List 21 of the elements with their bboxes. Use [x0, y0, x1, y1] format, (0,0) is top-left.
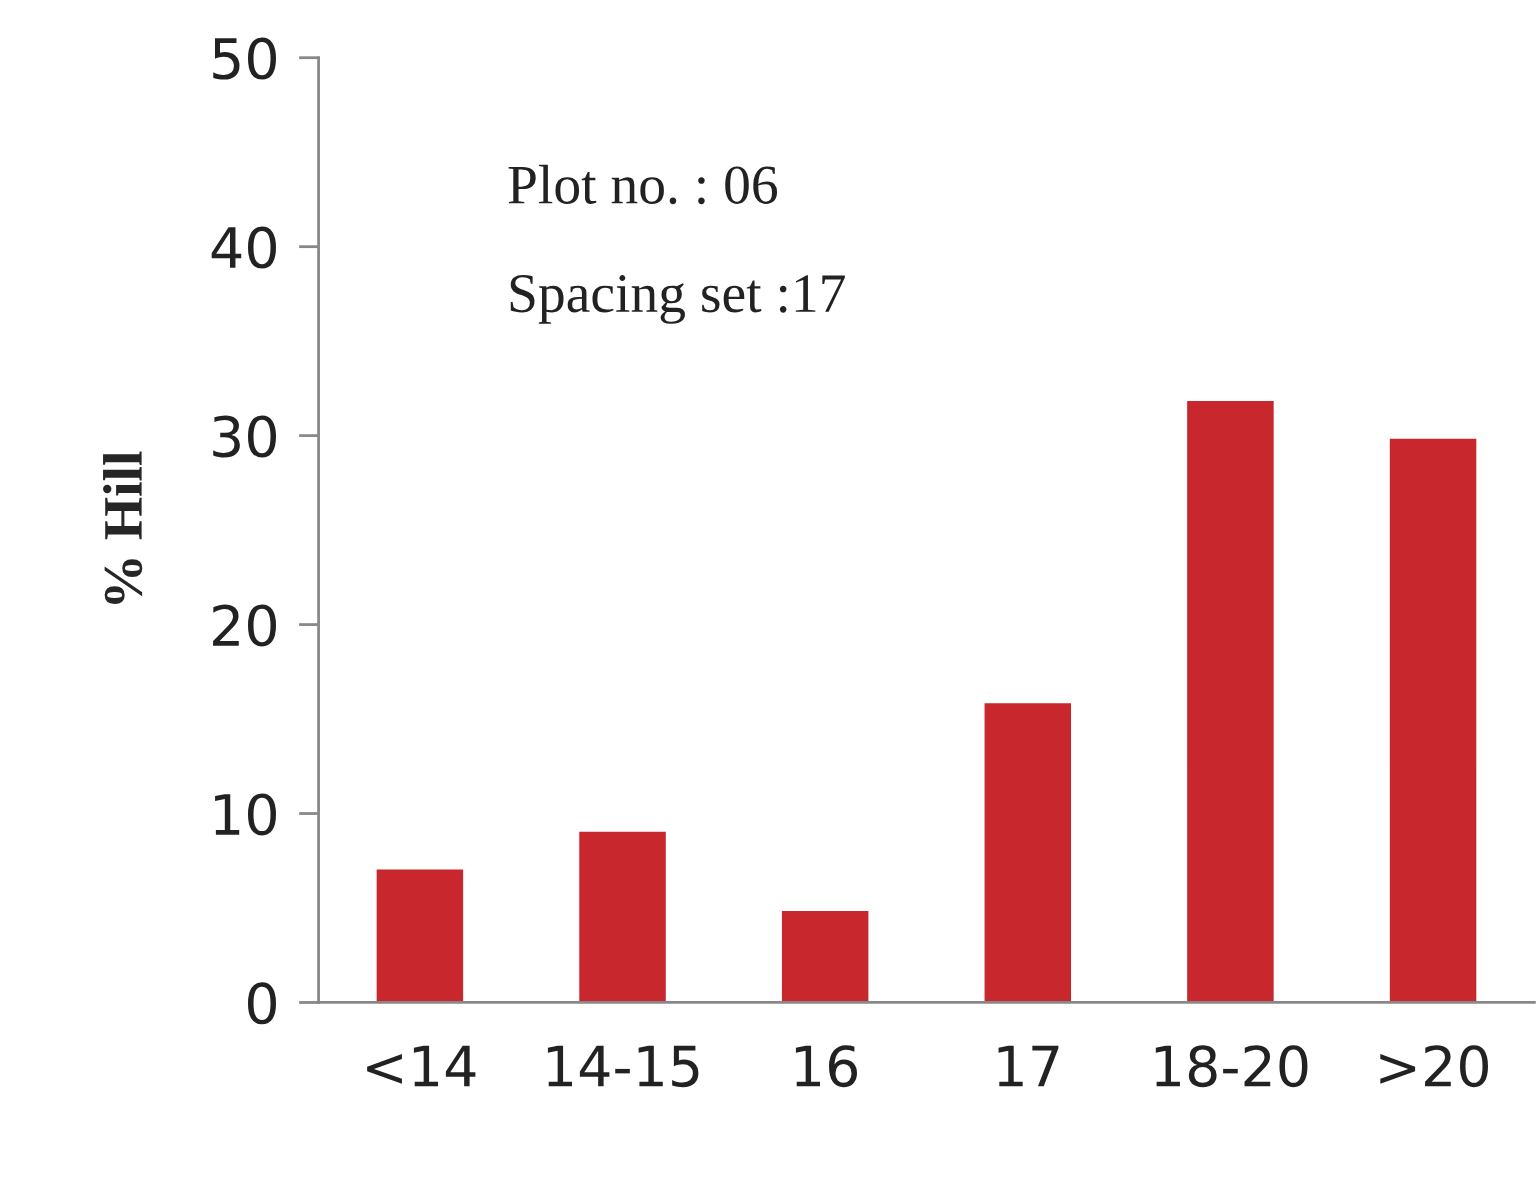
y-tick-label: 10	[215, 793, 276, 836]
y-tick-label: 20	[213, 604, 276, 647]
x-tick-label: 18-20	[1155, 1045, 1308, 1088]
x-tick-label: 17	[998, 1045, 1059, 1087]
bar	[376, 869, 464, 1003]
bar	[781, 911, 869, 1003]
y-axis-title: % Hill	[103, 451, 143, 604]
y-tick-label: 0	[248, 982, 276, 1025]
x-tick-label: 14-15	[547, 1045, 699, 1088]
y-tick-label: 40	[211, 226, 276, 269]
y-tick-label: 30	[213, 415, 276, 458]
x-tick-label: >20	[1380, 1045, 1488, 1088]
bar	[1187, 400, 1274, 1003]
y-tick-label: 50	[213, 37, 276, 80]
x-tick-label: 16	[795, 1045, 858, 1088]
bar	[579, 831, 666, 1003]
annotation: Plot no. : 06	[508, 164, 778, 205]
annotation: Spacing set :17	[510, 275, 845, 324]
bar	[1389, 438, 1477, 1003]
x-tick-label: <14	[367, 1045, 476, 1087]
bar	[984, 703, 1072, 1003]
